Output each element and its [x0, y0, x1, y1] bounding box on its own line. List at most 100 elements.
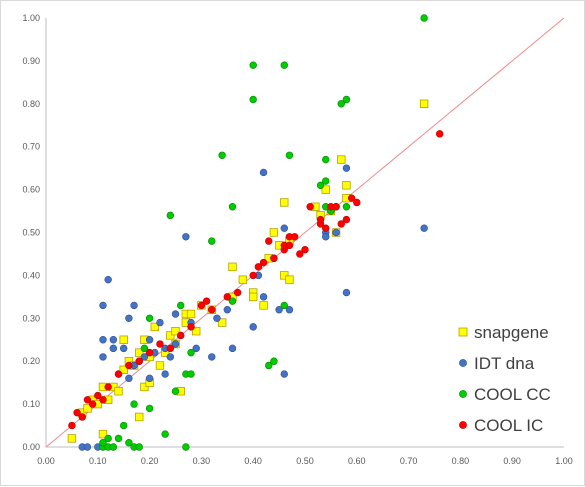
legend-item-cool-ic: COOL IC — [459, 416, 543, 435]
point-cool-ic — [337, 220, 345, 228]
legend-label: IDT dna — [474, 354, 535, 373]
point-idt-dna — [99, 353, 107, 361]
point-snapgene — [285, 275, 294, 284]
point-idt-dna — [275, 306, 283, 314]
point-snapgene — [83, 404, 92, 413]
point-snapgene — [280, 198, 289, 207]
point-idt-dna — [171, 340, 180, 348]
y-tick-label: 0.40 — [22, 270, 40, 280]
point-cool-ic — [156, 340, 164, 348]
legend-label: COOL IC — [474, 416, 543, 435]
point-idt-dna — [213, 314, 221, 322]
point-cool-cc — [145, 314, 154, 322]
point-cool-ic — [176, 331, 185, 340]
point-cool-cc — [187, 348, 195, 357]
y-tick-label: 0.80 — [22, 99, 40, 109]
point-cool-ic — [223, 293, 232, 301]
point-snapgene — [140, 382, 149, 392]
point-idt-dna — [83, 443, 92, 451]
point-snapgene — [419, 99, 429, 108]
point-idt-dna — [259, 293, 268, 301]
point-idt-dna — [259, 168, 268, 177]
point-cool-cc — [208, 237, 216, 245]
point-cool-cc — [249, 61, 257, 69]
point-cool-cc — [187, 370, 195, 378]
point-idt-dna — [145, 374, 154, 383]
legend-item-idt-dna: IDT dna — [459, 354, 535, 373]
legend-marker — [459, 421, 467, 429]
x-tick-label: 0.00 — [37, 456, 55, 466]
point-idt-dna — [109, 336, 118, 344]
point-cool-ic — [88, 400, 97, 408]
point-cool-cc — [228, 297, 237, 305]
point-cool-cc — [285, 151, 294, 159]
point-cool-ic — [83, 396, 92, 404]
point-snapgene — [114, 387, 123, 396]
point-idt-dna — [342, 288, 351, 297]
point-snapgene — [192, 326, 201, 336]
x-tick-label: 0.30 — [193, 456, 211, 466]
point-idt-dna — [342, 164, 351, 172]
point-idt-dna — [125, 314, 133, 322]
point-idt-dna — [99, 336, 107, 344]
point-snapgene — [269, 228, 279, 237]
point-cool-ic — [135, 357, 143, 365]
legend-item-snapgene: snapgene — [458, 323, 549, 342]
point-cool-cc — [316, 181, 325, 190]
point-idt-dna — [109, 344, 118, 353]
y-tick-label: 0.20 — [22, 356, 40, 366]
legend-marker — [458, 327, 468, 337]
legend-label: COOL CC — [474, 385, 551, 404]
point-cool-cc — [342, 95, 351, 104]
point-cool-cc — [99, 439, 107, 447]
point-snapgene — [150, 322, 159, 332]
point-snapgene — [166, 331, 175, 340]
point-idt-dna — [280, 224, 288, 232]
point-cool-cc — [130, 400, 138, 408]
legend-marker — [459, 359, 467, 367]
x-tick-label: 0.50 — [296, 456, 314, 466]
point-cool-ic — [290, 233, 299, 241]
point-cool-ic — [125, 361, 133, 370]
point-snapgene — [337, 155, 346, 164]
point-cool-ic — [296, 250, 304, 258]
point-idt-dna — [156, 318, 164, 327]
point-snapgene — [135, 412, 144, 422]
legend-label: snapgene — [474, 323, 549, 342]
point-idt-dna — [285, 306, 294, 314]
point-idt-dna — [99, 301, 107, 310]
x-tick-label: 0.40 — [244, 456, 262, 466]
point-snapgene — [67, 434, 77, 443]
point-cool-cc — [109, 443, 118, 451]
point-cool-ic — [254, 263, 263, 271]
point-cool-cc — [228, 203, 237, 211]
y-tick-label: 0.50 — [22, 228, 40, 238]
point-cool-cc — [280, 61, 288, 69]
point-cool-cc — [420, 14, 428, 22]
legend: snapgene IDT dna COOL CC COOL IC — [458, 323, 551, 435]
x-tick-label: 0.70 — [400, 456, 418, 466]
point-snapgene — [171, 326, 180, 336]
point-cool-ic — [353, 198, 361, 207]
point-idt-dna — [280, 370, 288, 378]
point-idt-dna — [182, 233, 190, 241]
series-cool-ic — [68, 130, 444, 430]
legend-item-cool-cc: COOL CC — [459, 385, 551, 404]
point-cool-cc — [119, 421, 128, 430]
y-tick-label: 0.10 — [22, 399, 40, 409]
point-cool-ic — [166, 344, 175, 353]
x-tick-label: 0.90 — [503, 456, 521, 466]
point-cool-ic — [270, 254, 278, 262]
y-tick-label: 0.00 — [22, 442, 40, 452]
point-snapgene — [135, 348, 144, 357]
legend-marker — [459, 390, 467, 398]
point-snapgene — [155, 361, 165, 370]
point-cool-ic — [68, 421, 76, 430]
point-cool-cc — [135, 443, 143, 451]
point-cool-cc — [176, 301, 185, 310]
point-cool-ic — [306, 203, 314, 211]
point-cool-ic — [435, 130, 444, 138]
series-cool-cc — [99, 14, 428, 451]
point-cool-cc — [140, 344, 149, 353]
